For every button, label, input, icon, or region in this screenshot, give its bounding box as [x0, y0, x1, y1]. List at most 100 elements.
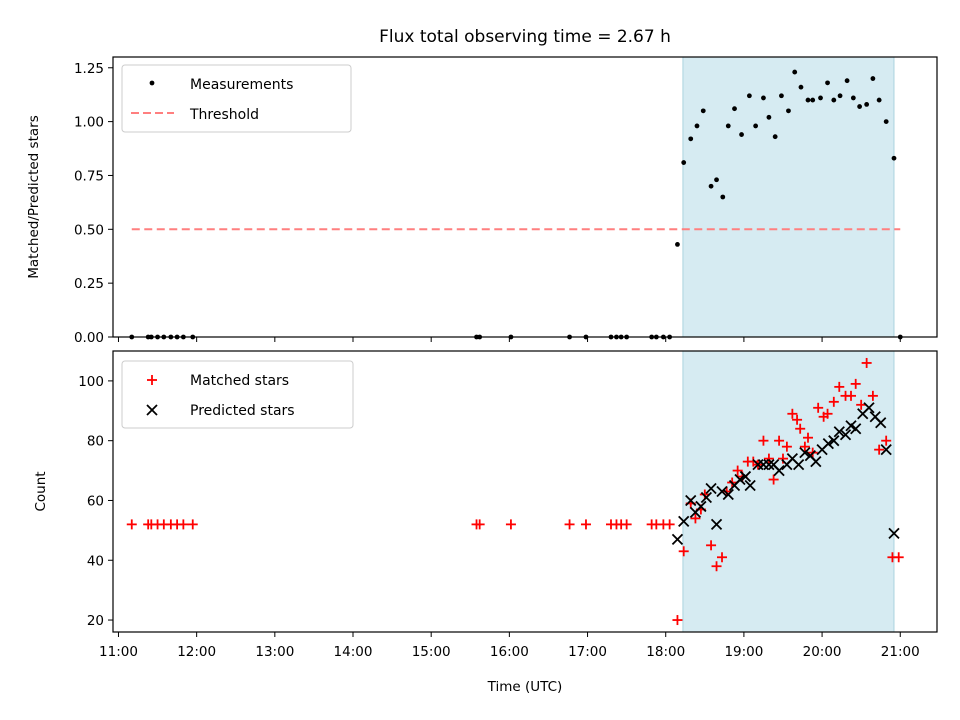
top-highlight-span [682, 56, 895, 338]
measurement-point [818, 95, 823, 101]
x-tick-label: 19:00 [724, 644, 763, 660]
legend-matched-label: Matched stars [190, 373, 289, 389]
measurement-point [825, 80, 830, 86]
y-tick-label: 1.00 [74, 115, 104, 131]
y-tick-label: 40 [87, 553, 104, 569]
predicted-star-point [678, 515, 690, 528]
top-y-ticks: 0.00 0.25 0.50 0.75 1.00 1.25 [74, 61, 113, 346]
legend-matched-marker [147, 375, 157, 385]
measurement-point [694, 123, 700, 129]
matched-star-point [774, 435, 785, 446]
predicted-star-point [863, 402, 875, 414]
bottom-legend-box [121, 360, 354, 429]
measurement-point [708, 183, 714, 189]
predicted-star-point [700, 491, 713, 504]
matched-star-point [874, 444, 885, 455]
measurement-point [798, 84, 804, 90]
legend-measurements-marker [149, 80, 155, 86]
matched-star-point [717, 552, 728, 563]
matched-star-point [792, 414, 803, 425]
matched-star-point [881, 435, 892, 446]
measurement-point [746, 93, 752, 99]
measurement-point [766, 114, 772, 120]
matched-star-point [126, 519, 137, 530]
legend-predicted-marker [146, 404, 158, 416]
x-tick-label: 16:00 [490, 644, 529, 660]
bottom-highlight-span [682, 350, 895, 633]
predicted-star-point [833, 426, 845, 438]
predicted-star-point [822, 438, 834, 450]
measurement-point [844, 78, 850, 84]
measurement-point [891, 155, 897, 161]
bottom-axes-frame [112, 350, 938, 633]
matched-star-point [580, 519, 591, 530]
measurement-point [681, 160, 687, 165]
measurement-point [864, 101, 870, 107]
predicted-star-point [773, 464, 785, 477]
predicted-star-point [722, 488, 734, 501]
predicted-star-point [705, 482, 717, 495]
predicted-star-point [763, 458, 775, 471]
y-tick-label: 60 [87, 493, 104, 509]
matched-star-point [564, 519, 575, 530]
x-tick-label: 15:00 [412, 644, 451, 660]
measurement-point [720, 194, 726, 200]
x-tick-label: 11:00 [99, 644, 138, 660]
measurement-point [810, 97, 816, 103]
bottom-legend: Matched stars Predicted stars [121, 360, 354, 429]
measurement-point [857, 104, 863, 109]
y-tick-label: 0.75 [74, 168, 104, 184]
matched-star-point [813, 402, 824, 413]
matched-star-point [758, 435, 769, 446]
x-tick-label: 17:00 [568, 644, 607, 660]
bottom-y-axis-label: Count [33, 471, 49, 511]
matched-star-point [690, 513, 701, 524]
legend-threshold-label: Threshold [189, 107, 259, 123]
matched-star-point [781, 441, 792, 452]
predicted-star-point [828, 435, 840, 447]
matched-star-point [822, 408, 833, 419]
x-tick-label: 13:00 [255, 644, 294, 660]
top-y-axis-label: Matched/Predicted stars [26, 115, 42, 278]
matched-star-point [856, 399, 867, 410]
predicted-star-point [739, 470, 752, 483]
measurement-point [700, 108, 706, 114]
predicted-star-point [880, 444, 892, 456]
predicted-star-point [671, 533, 684, 545]
legend-plus-glyph [147, 375, 157, 385]
x-tick-label: 12:00 [177, 644, 216, 660]
predicted-star-point [695, 500, 707, 513]
x-tick-label: 21:00 [881, 644, 920, 660]
matched-star-point [187, 519, 198, 530]
matched-star-point [799, 441, 810, 452]
predicted-star-point [799, 447, 811, 459]
y-tick-label: 1.25 [74, 61, 104, 77]
y-tick-label: 100 [78, 374, 104, 390]
predicted-star-point [850, 423, 862, 435]
matched-star-point [664, 519, 675, 530]
matched-star-point [867, 390, 878, 401]
y-tick-label: 0.00 [74, 330, 104, 346]
matched-star-point [803, 432, 814, 443]
matched-star-point [834, 381, 845, 392]
measurement-point [761, 95, 766, 101]
measurement-point [876, 97, 882, 103]
predicted-star-point [839, 429, 852, 441]
predicted-star-point [685, 494, 697, 507]
y-tick-label: 0.25 [74, 276, 104, 292]
matched-star-point [850, 378, 861, 389]
measurement-point [805, 97, 811, 103]
bottom-marks [126, 357, 904, 626]
matched-star-point [474, 519, 485, 530]
top-axes-frame [112, 56, 938, 338]
measurement-point [837, 93, 843, 99]
measurement-point [725, 123, 731, 129]
bottom-panel: 20 40 60 80 100 11:00 12:00 13:00 14:00 15:00 16:… [33, 350, 938, 695]
top-legend: Measurements Threshold [121, 64, 352, 133]
measurement-point [753, 123, 759, 129]
matched-star-point [828, 396, 839, 407]
measurement-point [779, 93, 784, 99]
matched-star-point [505, 519, 516, 530]
bottom-y-ticks: 20 40 60 80 100 [78, 374, 113, 629]
